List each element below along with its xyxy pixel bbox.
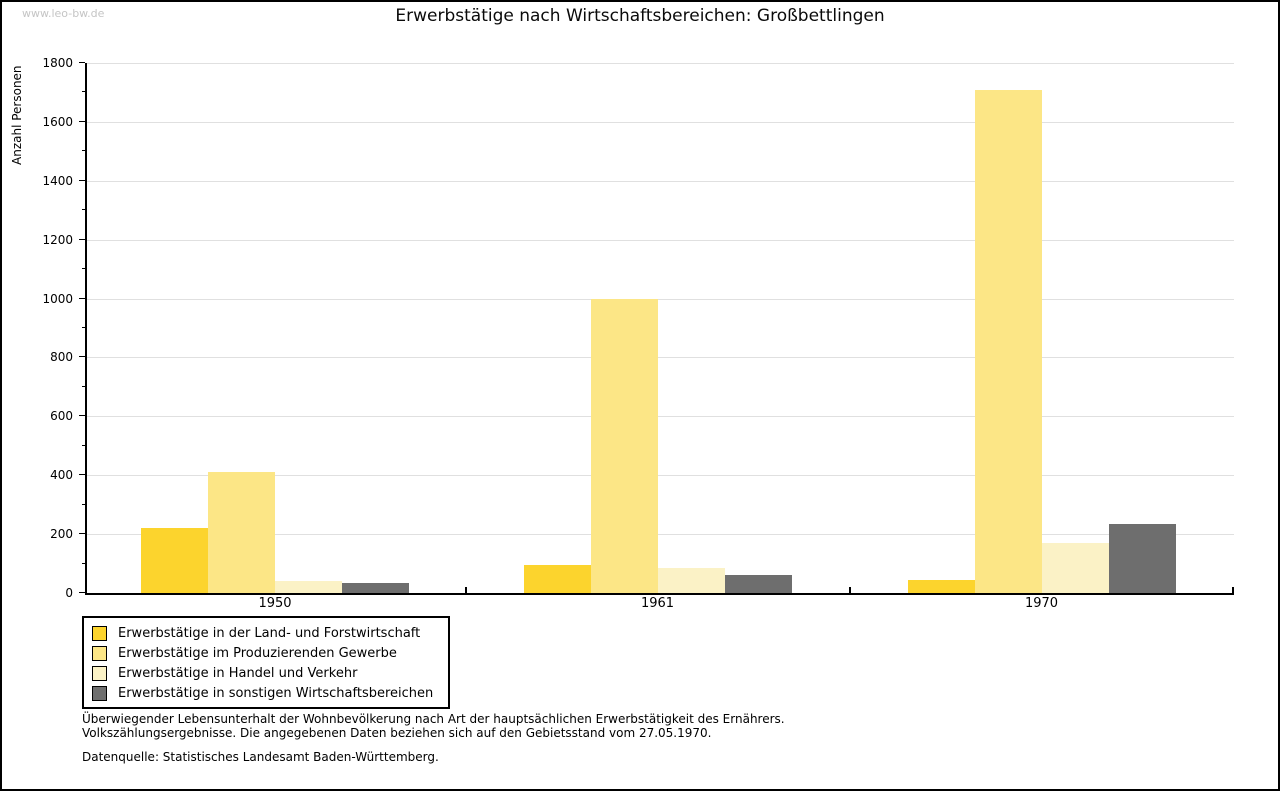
gridline (87, 475, 1234, 477)
y-axis-minor-tick (82, 327, 85, 328)
y-axis-tick-label: 1200 (42, 232, 73, 247)
y-axis-tick (79, 356, 85, 358)
x-axis-tick (848, 587, 851, 593)
y-axis-minor-tick (82, 209, 85, 211)
y-axis-tick (79, 474, 85, 476)
bar-1961-series-3 (657, 567, 725, 593)
y-axis-tick (79, 415, 85, 417)
gridline (87, 416, 1234, 418)
y-axis-tick-label: 200 (50, 527, 73, 542)
y-axis-tick-label: 1400 (42, 173, 73, 188)
legend-swatch (92, 665, 107, 681)
gridline (87, 298, 1234, 300)
legend-item-label: Erwerbstätige in Handel und Verkehr (118, 665, 358, 681)
footnote-line-2: Volkszählungsergebnisse. Die angegebenen… (82, 726, 712, 740)
gridline (87, 63, 1234, 64)
legend-swatch (92, 645, 107, 661)
gridline (87, 121, 1234, 123)
bar-1961-series-4 (724, 575, 792, 593)
gridline (87, 239, 1234, 241)
bar-1950-series-4 (342, 582, 409, 593)
y-axis-tick-label: 600 (50, 409, 73, 424)
bar-1970-series-4 (1108, 523, 1176, 593)
y-axis-minor-tick (82, 562, 85, 564)
x-category-label: 1950 (258, 596, 292, 611)
legend-swatch (92, 625, 107, 641)
y-axis-tick (79, 120, 85, 122)
legend-item: Erwerbstätige in sonstigen Wirtschaftsbe… (84, 683, 448, 703)
bar-1961-series-2 (590, 298, 658, 593)
y-axis-tick-label: 1000 (42, 291, 73, 306)
y-axis-tick-label: 0 (65, 586, 73, 600)
y-axis-tick (79, 592, 85, 593)
x-axis-end-tick (1232, 587, 1234, 593)
x-axis-tick (465, 587, 468, 593)
x-axis-labels: 1950 1961 1970 (2, 596, 1278, 614)
y-axis-minor-tick (82, 503, 85, 505)
footnotes: Überwiegender Lebensunterhalt der Wohnbe… (82, 712, 785, 764)
chart-title: Erwerbstätige nach Wirtschaftsbereichen:… (395, 6, 885, 26)
bar-1970-series-1 (907, 579, 975, 593)
gridline (87, 180, 1234, 182)
y-axis-minor-tick (82, 385, 85, 387)
legend-item-label: Erwerbstätige in sonstigen Wirtschaftsbe… (118, 685, 434, 701)
bar-1950-series-3 (275, 581, 342, 593)
y-axis-minor-tick (82, 444, 85, 446)
bar-1970-series-3 (1041, 542, 1109, 593)
gridline (87, 357, 1234, 359)
y-axis-tick (79, 179, 85, 181)
bar-1950-series-2 (208, 472, 275, 593)
y-axis: 0 200 400 600 800 1000 1200 1400 1600 1800 (2, 56, 85, 600)
site-watermark: www.leo-bw.de (22, 7, 105, 20)
y-axis-tick (79, 238, 85, 240)
y-axis-tick-label: 400 (50, 468, 73, 483)
y-axis-minor-tick (82, 150, 85, 152)
legend-item: Erwerbstätige im Produzierenden Gewerbe (84, 643, 448, 663)
y-axis-minor-tick (82, 91, 85, 93)
legend-swatch (92, 685, 107, 701)
y-axis-minor-tick (82, 268, 85, 270)
x-category-label: 1970 (1024, 596, 1059, 611)
x-category-label: 1961 (640, 596, 675, 611)
plot-area (85, 63, 1234, 595)
y-axis-tick-label: 800 (50, 350, 73, 365)
bar-1950-series-1 (141, 528, 208, 593)
footnote-line-1: Überwiegender Lebensunterhalt der Wohnbe… (82, 712, 785, 726)
y-axis-tick-label: 1600 (42, 114, 73, 129)
y-axis-tick (79, 533, 85, 535)
bar-1970-series-2 (974, 89, 1042, 593)
y-axis-tick (79, 62, 85, 63)
data-source-note: Datenquelle: Statistisches Landesamt Bad… (82, 750, 439, 764)
legend-item-label: Erwerbstätige in der Land- und Forstwirt… (118, 625, 421, 641)
bar-1961-series-1 (523, 565, 591, 593)
gridline (87, 534, 1234, 536)
legend-item: Erwerbstätige in der Land- und Forstwirt… (84, 623, 448, 643)
y-axis-tick (79, 297, 85, 299)
legend: Erwerbstätige in der Land- und Forstwirt… (82, 616, 450, 709)
legend-item-label: Erwerbstätige im Produzierenden Gewerbe (118, 645, 397, 661)
y-axis-tick-label: 1800 (42, 56, 73, 70)
legend-item: Erwerbstätige in Handel und Verkehr (84, 663, 448, 683)
